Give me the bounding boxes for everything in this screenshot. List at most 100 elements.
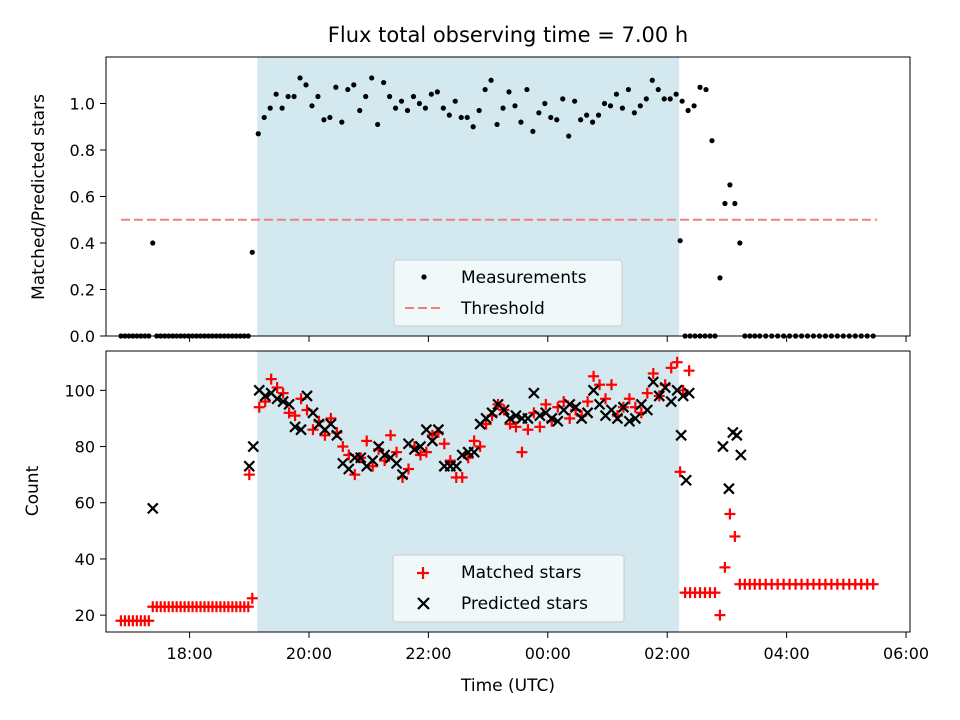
measurement-point — [482, 86, 488, 93]
measurement-point — [315, 93, 321, 100]
measurement-point — [709, 138, 715, 144]
measurement-point — [548, 114, 554, 121]
predicted-star-point — [587, 384, 600, 397]
matched-star-point — [605, 379, 617, 391]
matched-star-point — [349, 469, 361, 481]
measurement-point — [345, 86, 351, 93]
predicted-star-point — [283, 398, 295, 411]
matched-star-point — [504, 418, 516, 430]
predicted-star-point — [259, 390, 271, 402]
predicted-star-point — [408, 443, 421, 456]
measurement-point — [291, 93, 297, 100]
matched-star-point — [391, 446, 403, 458]
predicted-star-point — [301, 390, 313, 402]
chart-title: Flux total observing time = 7.00 h — [328, 23, 688, 47]
measurement-point — [737, 240, 743, 246]
predicted-star-point — [325, 418, 337, 430]
measurement-point — [727, 182, 733, 188]
x-tick-label: 00:00 — [525, 644, 571, 663]
measurement-point — [476, 107, 482, 114]
predicted-star-point — [289, 421, 301, 433]
predicted-star-point — [677, 390, 689, 402]
matched-star-point — [325, 412, 337, 424]
measurement-point — [321, 117, 327, 123]
measurement-point — [667, 96, 673, 102]
measurement-point — [685, 107, 691, 114]
predicted-star-point — [510, 409, 522, 422]
predicted-star-point — [528, 387, 540, 399]
measurement-point — [363, 93, 369, 100]
measurement-point — [631, 110, 637, 116]
measurement-point — [381, 79, 387, 86]
matched-star-point — [246, 592, 258, 604]
matched-star-point — [414, 449, 426, 461]
measurement-point — [619, 105, 626, 111]
predicted-star-point — [307, 407, 319, 419]
measurement-point — [512, 103, 518, 109]
bottom-y-tick-label: 40 — [75, 550, 95, 569]
matched-star-point — [594, 379, 606, 391]
bottom-legend-box — [392, 554, 625, 623]
predicted-star-point — [735, 449, 747, 461]
measurement-point — [297, 75, 303, 81]
x-tick-label: 04:00 — [764, 644, 810, 663]
measurement-point — [375, 121, 381, 128]
measurement-point — [506, 89, 512, 95]
measurement-point — [261, 114, 267, 121]
top-y-tick-label: 1.0 — [70, 95, 95, 114]
measurement-point — [470, 124, 476, 130]
x-tick-label: 20:00 — [286, 644, 332, 663]
matched-star-point — [253, 401, 265, 413]
bottom-y-axis-label: Count — [23, 465, 43, 516]
predicted-star-point — [420, 423, 433, 436]
predicted-star-point — [534, 409, 546, 422]
matched-star-point — [402, 463, 414, 475]
predicted-star-point — [605, 404, 618, 416]
measurement-point — [458, 114, 464, 121]
predicted-star-point — [617, 401, 630, 413]
matched-star-point — [564, 412, 576, 424]
matched-star-point — [242, 601, 254, 613]
measurement-point — [518, 119, 524, 125]
measurement-point — [249, 249, 255, 255]
predicted-star-point — [396, 468, 409, 481]
predicted-star-point — [378, 449, 391, 461]
matched-star-point — [480, 418, 492, 430]
measurement-point — [333, 84, 339, 90]
measurement-point — [560, 96, 566, 102]
predicted-star-point — [456, 449, 469, 461]
predicted-star-point — [426, 435, 439, 447]
predicted-star-point — [414, 440, 427, 453]
matched-star-point — [259, 396, 271, 408]
predicted-star-point — [551, 415, 564, 428]
measurement-point — [392, 105, 399, 111]
predicted-star-point — [731, 429, 743, 442]
measurement-point — [717, 275, 723, 281]
predicted-star-point — [522, 412, 534, 425]
predicted-star-point — [390, 457, 403, 470]
matched-star-point — [540, 398, 552, 410]
measurement-point — [584, 112, 590, 118]
matched-star-point — [265, 373, 277, 385]
predicted-star-point — [372, 440, 385, 453]
predicted-star-point — [146, 502, 159, 515]
matched-stars-points — [115, 356, 879, 627]
legend-label-matched: Matched stars — [461, 563, 581, 583]
measurement-point — [386, 93, 393, 100]
measurement-point — [150, 240, 156, 246]
top-y-tick-label: 0.2 — [70, 281, 95, 300]
matched-star-point — [277, 387, 289, 399]
measurement-point — [566, 133, 572, 139]
matched-star-point — [420, 446, 432, 458]
matched-star-point — [438, 438, 450, 450]
measurement-point — [273, 91, 279, 97]
measurement-point — [613, 91, 620, 97]
predicted-star-point — [611, 412, 624, 425]
matched-star-point — [724, 508, 736, 520]
matched-star-point — [534, 421, 546, 433]
measurement-point — [697, 84, 703, 90]
matched-star-point — [468, 435, 480, 447]
measurement-point — [327, 114, 333, 121]
predicted-star-point — [683, 387, 695, 399]
matched-star-point — [361, 435, 373, 447]
